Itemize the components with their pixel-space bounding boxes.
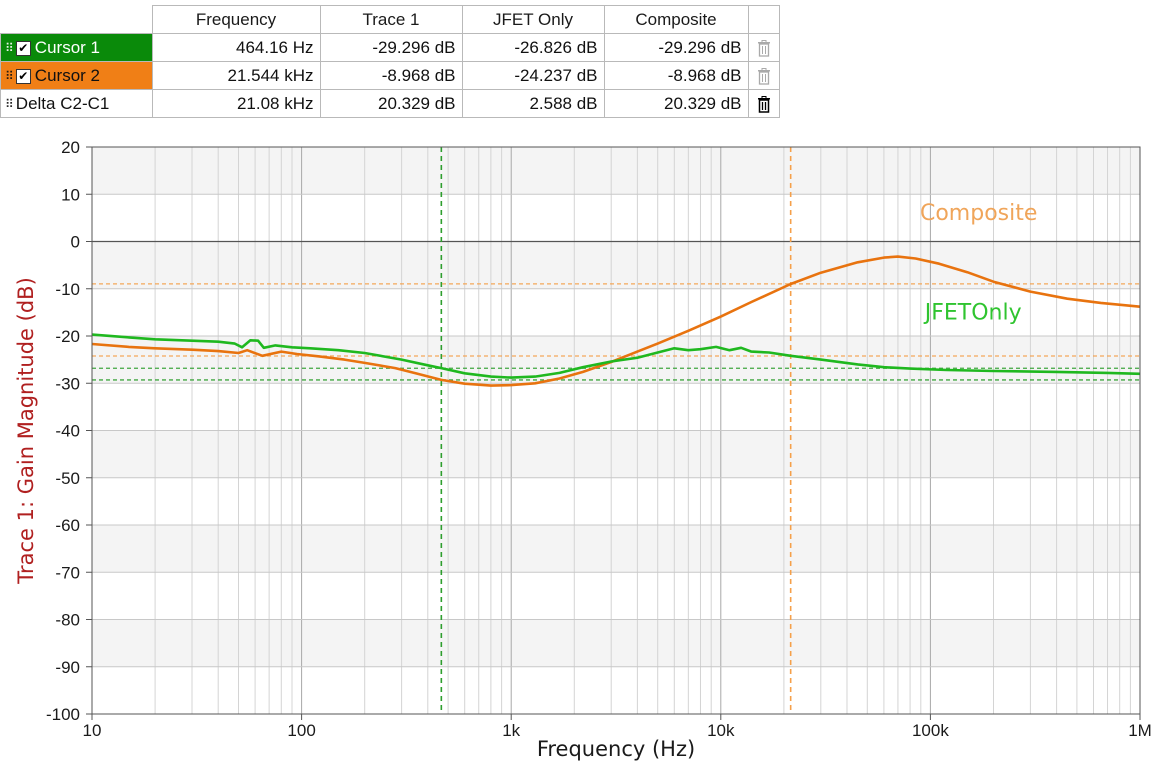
plot-band [92, 383, 1140, 431]
cursor-1-trace1: -29.296 dB [319, 33, 463, 62]
header-blank [0, 5, 153, 34]
y-tick-label: -70 [55, 563, 80, 582]
cursor-row-1[interactable]: ⠿ ✔ Cursor 1 464.16 Hz -29.296 dB -26.826 … [0, 33, 780, 62]
cursor-2-checkbox[interactable]: ✔ [15, 68, 31, 84]
x-axis-title: Frequency (Hz) [537, 737, 695, 761]
plot-bands [92, 147, 1140, 714]
series-label-jfetonly: JFETOnly [923, 300, 1022, 325]
x-tick-label: 10k [707, 721, 735, 740]
plot-band [92, 666, 1140, 714]
series-lines [91, 255, 1141, 387]
cursor-2-trace1: -8.968 dB [319, 61, 463, 90]
y-tick-label: -80 [55, 611, 80, 630]
cursor-1-name: Cursor 1 [34, 37, 100, 57]
delta-name-cell[interactable]: ⠿ Delta C2-C1 [0, 89, 153, 118]
delta-jfet: 2.588 dB [461, 89, 605, 118]
y-tick-label: -30 [55, 374, 80, 393]
x-tick-label: 100k [912, 721, 949, 740]
cursor-table: Frequency Trace 1 JFET Only Composite ⠿ ✔… [0, 5, 780, 118]
delta-delete-button[interactable] [747, 89, 780, 118]
delta-trace1: 20.329 dB [319, 89, 463, 118]
delta-frequency: 21.08 kHz [151, 89, 321, 118]
cursor-2-frequency: 21.544 kHz [151, 61, 321, 90]
plot-band [92, 430, 1140, 478]
series-labels: Composite JFETOnly [920, 201, 1037, 326]
header-frequency[interactable]: Frequency [151, 5, 321, 34]
x-tick-label: 1k [502, 721, 520, 740]
series-line-composite [91, 255, 1141, 387]
trash-icon [757, 39, 770, 57]
trash-icon [757, 95, 770, 113]
delta-name: Delta C2-C1 [15, 93, 110, 113]
plot-band [92, 477, 1140, 525]
cursor-1-frequency: 464.16 Hz [151, 33, 321, 62]
y-tick-label: -20 [55, 327, 80, 346]
plot-band [92, 194, 1140, 242]
y-tick-label: -50 [55, 469, 80, 488]
plot-band [92, 572, 1140, 620]
plot-band [92, 619, 1140, 667]
y-tick-label: 20 [61, 138, 80, 157]
cursor-table-header: Frequency Trace 1 JFET Only Composite [0, 5, 780, 34]
cursor-row-delta[interactable]: ⠿ Delta C2-C1 21.08 kHz 20.329 dB 2.588 d… [0, 89, 780, 118]
cursor-1-name-cell[interactable]: ⠿ ✔ Cursor 1 [0, 33, 153, 62]
y-tick-label: -60 [55, 516, 80, 535]
delta-composite: 20.329 dB [603, 89, 749, 118]
x-tick-label: 10 [83, 721, 102, 740]
y-axis-title: Trace 1: Gain Magnitude (dB) [14, 277, 38, 585]
trash-icon [757, 67, 770, 85]
x-tick-label: 100 [287, 721, 315, 740]
header-trace1[interactable]: Trace 1 [319, 5, 463, 34]
plot-band [92, 241, 1140, 289]
y-tick-label: -10 [55, 280, 80, 299]
cursor-1-composite: -29.296 dB [603, 33, 749, 62]
cursor-lines[interactable] [92, 147, 1140, 714]
header-composite[interactable]: Composite [603, 5, 749, 34]
y-tick-label: 0 [71, 233, 80, 252]
cursor-2-name: Cursor 2 [34, 65, 100, 85]
y-tick-label: -40 [55, 422, 80, 441]
drag-grip-icon[interactable]: ⠿ [5, 41, 14, 56]
cursor-row-2[interactable]: ⠿ ✔ Cursor 2 21.544 kHz -8.968 dB -24.237 … [0, 61, 780, 90]
cursor-2-jfet: -24.237 dB [461, 61, 605, 90]
y-tick-label: -100 [46, 705, 80, 724]
x-tick-labels: 10 100 1k 10k 100k 1M [83, 714, 1152, 740]
series-line-jfetonly [91, 333, 1141, 379]
y-tick-labels: 20 10 0 -10 -20 -30 -40 -50 -60 -70 -80 -90 -100 [46, 138, 92, 724]
cursor-2-name-cell[interactable]: ⠿ ✔ Cursor 2 [0, 61, 153, 90]
header-delete [747, 5, 780, 34]
plot-band [92, 525, 1140, 573]
series-label-composite: Composite [920, 201, 1037, 226]
drag-grip-icon[interactable]: ⠿ [5, 69, 14, 84]
cursor-2-composite: -8.968 dB [603, 61, 749, 90]
cursor-2-delete-button[interactable] [747, 61, 780, 90]
y-tick-label: -90 [55, 658, 80, 677]
plot-band [92, 288, 1140, 336]
drag-grip-icon[interactable]: ⠿ [5, 97, 14, 112]
y-tick-label: 10 [61, 185, 80, 204]
plot-band [92, 147, 1140, 195]
cursor-1-checkbox[interactable]: ✔ [15, 40, 31, 56]
header-jfet[interactable]: JFET Only [461, 5, 605, 34]
cursor-1-delete-button[interactable] [747, 33, 780, 62]
x-tick-label: 1M [1128, 721, 1152, 740]
cursor-1-jfet: -26.826 dB [461, 33, 605, 62]
